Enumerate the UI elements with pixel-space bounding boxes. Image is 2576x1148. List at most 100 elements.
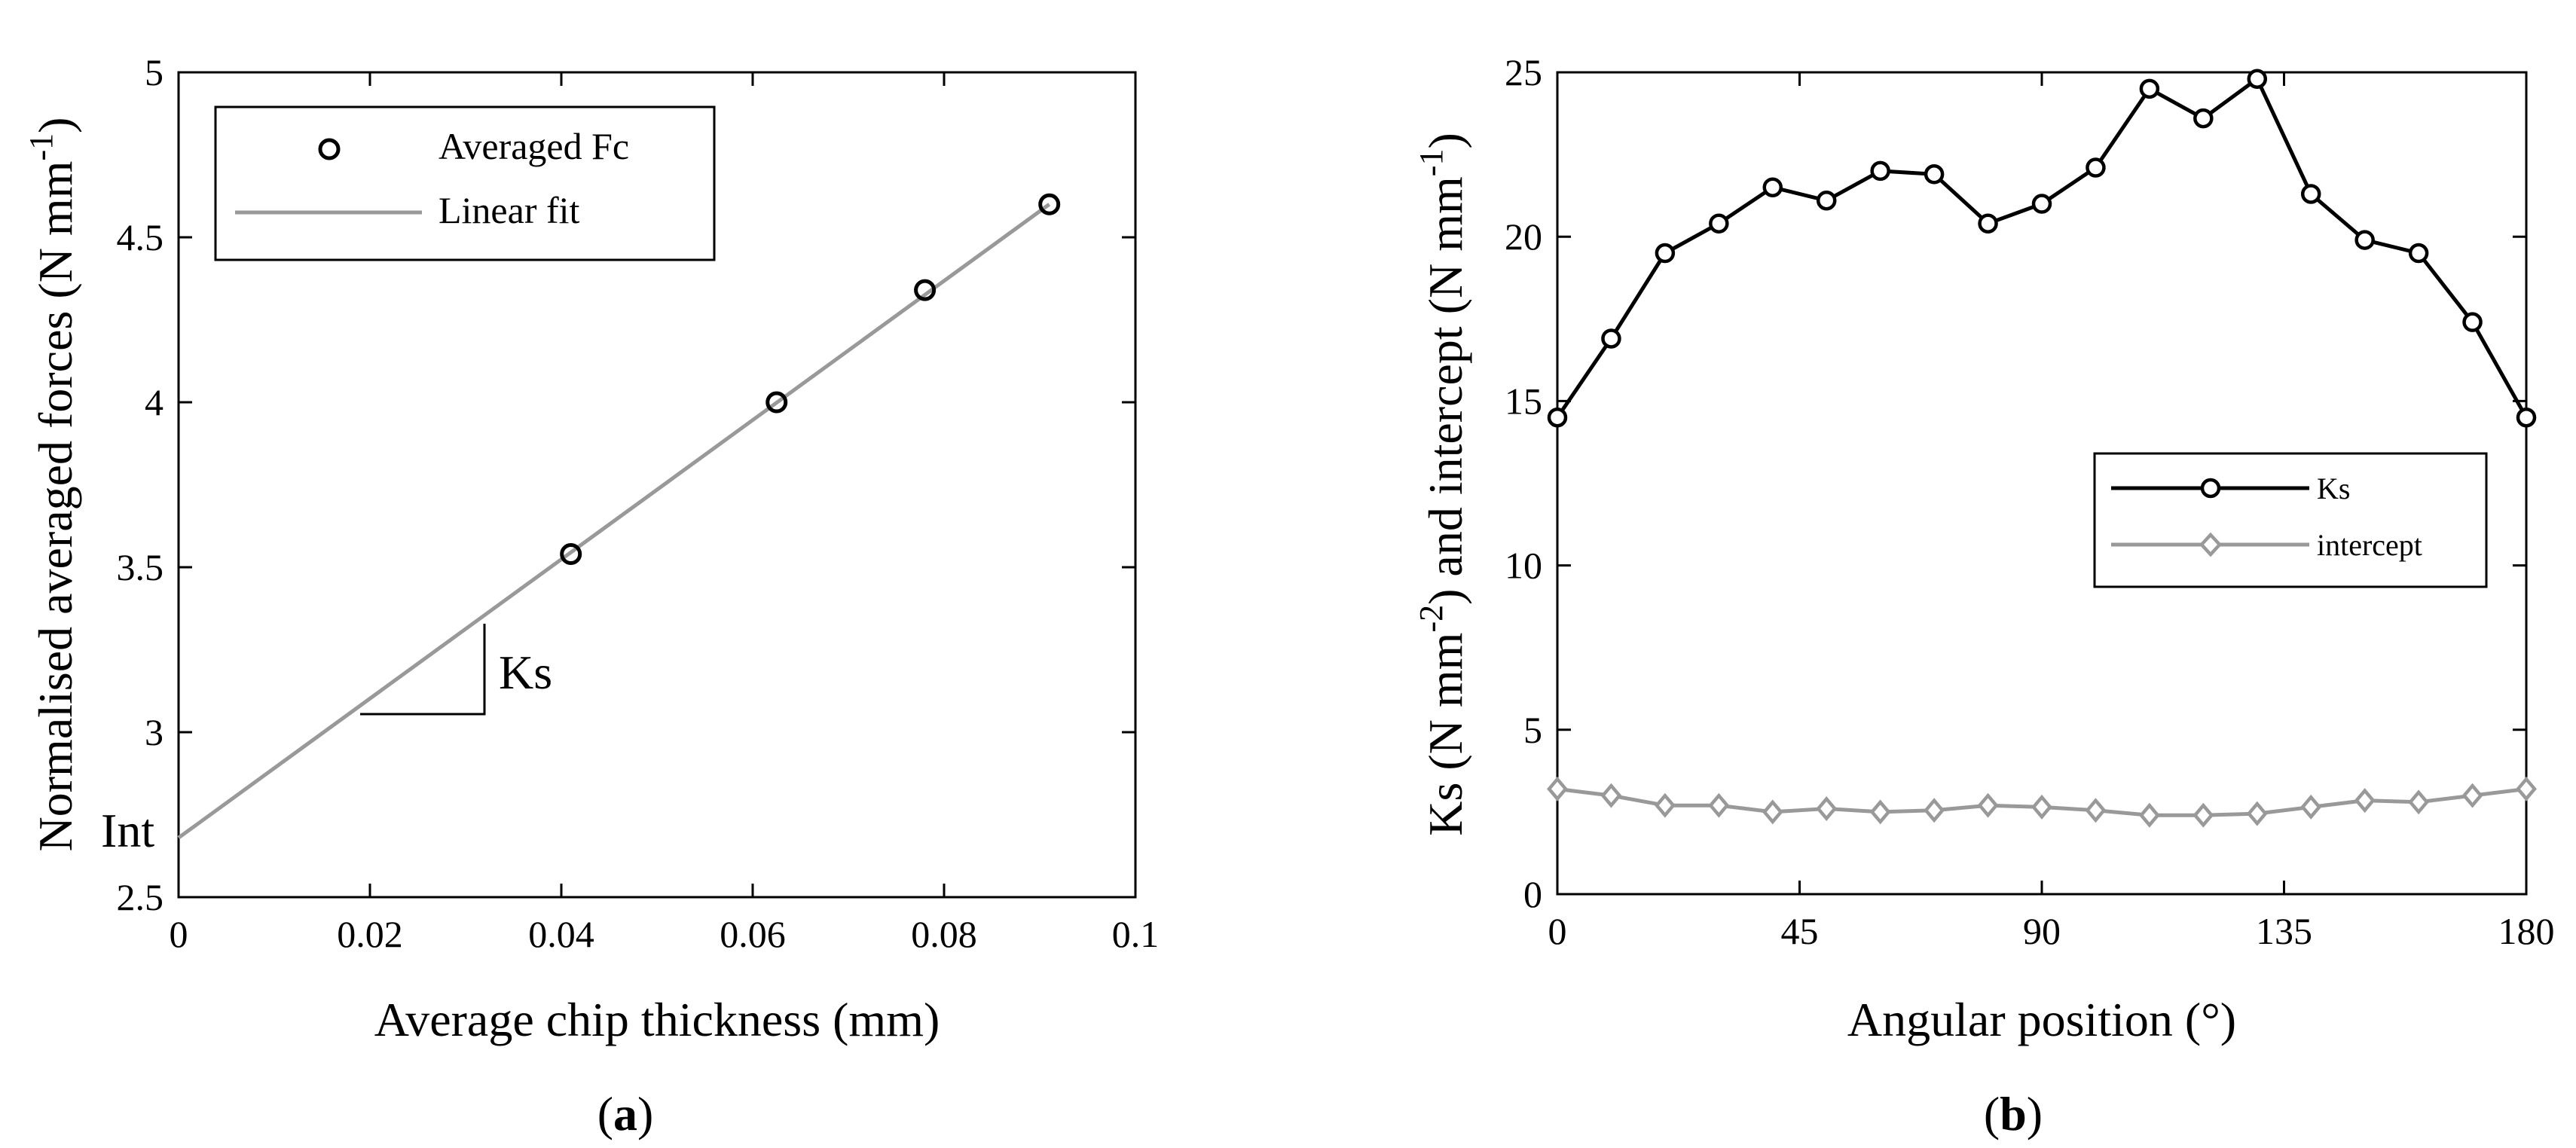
a-y-tick-label: 2.5 xyxy=(117,876,164,918)
a-y-tick-label: 4 xyxy=(145,381,163,423)
b-y-tick-label: 10 xyxy=(1505,545,1542,587)
legend-a-marker-averaged-fc xyxy=(318,138,341,160)
legend-b-box xyxy=(2093,452,2488,588)
slope-triangle xyxy=(360,624,486,716)
intercept-point xyxy=(1762,799,1783,825)
ks-series-line xyxy=(1555,77,2529,419)
averaged-fc-point xyxy=(914,279,937,301)
intercept-point xyxy=(2354,788,2376,814)
intercept-point xyxy=(2516,776,2537,801)
averaged-fc-point xyxy=(1038,193,1061,215)
a-x-tick-label: 0.04 xyxy=(528,913,594,955)
b-tick-labels: 0 45 90 135 180 0 5 10 15 20 25 xyxy=(1505,51,2555,952)
b-x-tick-label: 45 xyxy=(1781,910,1819,952)
ks-point xyxy=(2193,108,2214,129)
b-y-tick-label: 5 xyxy=(1523,709,1542,751)
ks-point xyxy=(2247,69,2268,89)
intercept-point xyxy=(1924,798,1945,823)
a-y-tick-label: 5 xyxy=(145,51,163,93)
ks-point xyxy=(2408,243,2429,264)
ks-point xyxy=(1816,190,1837,211)
legend-b: Ks intercept xyxy=(2093,452,2488,588)
ks-point xyxy=(1547,407,1568,428)
b-x-tick-label: 180 xyxy=(2498,910,2555,952)
legend-b-marker-intercept xyxy=(2199,532,2223,557)
b-y-tick-label: 20 xyxy=(1505,215,1542,258)
b-x-tick-label: 0 xyxy=(1548,910,1567,952)
intercept-point xyxy=(2031,794,2052,820)
ks-point xyxy=(2086,157,2106,178)
a-x-tick-label: 0 xyxy=(170,913,188,955)
a-x-axis-label: Average chip thickness (mm) xyxy=(374,993,940,1046)
intercept-point xyxy=(1869,799,1891,825)
a-caption-letter: a xyxy=(613,1087,637,1140)
linear-fit-line xyxy=(177,203,1051,840)
panel-a: 0 0.02 0.04 0.06 0.08 0.12.533.544.55 Ks Int … xyxy=(23,51,1159,1140)
a-x-tick-label: 0.02 xyxy=(337,913,403,955)
b-y-tick-label: 0 xyxy=(1523,873,1542,915)
ks-point xyxy=(2462,312,2483,332)
a-tick-labels: 0 0.02 0.04 0.06 0.08 0.1 2.5 3 3.5 4 4.5 5 xyxy=(117,51,1160,955)
a-x-tick-label: 0.08 xyxy=(911,913,977,955)
a-y-axis-label-main: Normalised averaged forces (N mm xyxy=(29,161,82,852)
intercept-point xyxy=(1600,783,1622,808)
legend-b-label-ks: Ks xyxy=(2317,472,2350,505)
b-y-axis-label-sup-2: -1 xyxy=(1413,149,1450,177)
b-y-tick-label: 25 xyxy=(1505,51,1542,93)
ks-point xyxy=(1709,213,1729,234)
intercept-point xyxy=(2193,802,2214,828)
a-y-tick-label: 3.5 xyxy=(117,546,164,588)
averaged-fc-point xyxy=(560,542,582,565)
a-ticks xyxy=(177,71,1137,899)
ks-point xyxy=(1655,243,1676,264)
b-marks xyxy=(1547,69,2537,828)
b-y-axis-label: Ks (N mm-2) and intercept (N mm-1) xyxy=(1413,133,1472,836)
ks-point xyxy=(2031,194,2052,214)
b-ticks xyxy=(1556,71,2528,896)
intercept-point xyxy=(2461,783,2483,808)
intercept-point xyxy=(1654,792,1676,818)
b-y-axis-label-part-3: ) xyxy=(1419,133,1472,148)
ks-point xyxy=(1924,164,1945,185)
b-caption-letter: b xyxy=(2000,1087,2027,1140)
b-y-tick-label: 15 xyxy=(1505,380,1542,422)
ks-point xyxy=(1870,160,1890,182)
b-caption: (b) xyxy=(1984,1087,2043,1140)
ks-point xyxy=(1978,213,1998,234)
legend-a-label-linear-fit: Linear fit xyxy=(439,189,580,231)
intercept-point xyxy=(1547,776,1568,801)
legend-a: Averaged Fc Linear fit xyxy=(214,105,716,261)
b-x-tick-label: 90 xyxy=(2023,910,2061,952)
intercept-point xyxy=(1816,796,1838,822)
b-x-tick-label: 135 xyxy=(2256,910,2312,952)
legend-b-marker-ks xyxy=(2200,478,2221,499)
b-y-axis-label-sup-1: -2 xyxy=(1413,605,1450,633)
b-x-axis-label: Angular position (°) xyxy=(1847,993,2236,1046)
ks-point xyxy=(2354,230,2375,250)
legend-a-box xyxy=(214,105,716,261)
legend-a-label-averaged-fc: Averaged Fc xyxy=(439,125,629,167)
plot-a-frame xyxy=(177,71,1137,899)
a-y-tick-label: 4.5 xyxy=(117,216,164,258)
a-y-axis-label-sup: -1 xyxy=(23,133,60,161)
a-x-tick-label: 0.1 xyxy=(1112,913,1160,955)
intercept-point xyxy=(1708,792,1730,818)
ks-point xyxy=(1762,177,1783,197)
a-caption: (a) xyxy=(597,1087,654,1140)
ks-point xyxy=(2300,184,2321,204)
a-y-axis-label-close: ) xyxy=(29,118,82,133)
ks-point xyxy=(2516,407,2537,428)
intercept-label: Int xyxy=(101,804,154,857)
slope-label: Ks xyxy=(499,646,552,699)
a-y-axis-label: Normalised averaged forces (N mm-1) xyxy=(23,118,82,852)
averaged-fc-point xyxy=(765,391,788,414)
b-y-axis-label-part-2: ) and intercept (N mm xyxy=(1419,176,1472,605)
intercept-point xyxy=(2300,794,2322,820)
ks-point xyxy=(1601,328,1621,349)
intercept-point xyxy=(2085,798,2107,823)
b-y-axis-label-part-1: Ks (N mm xyxy=(1419,633,1472,836)
a-marks xyxy=(177,193,1061,840)
a-y-tick-label: 3 xyxy=(145,711,163,753)
intercept-point xyxy=(1977,792,1999,818)
